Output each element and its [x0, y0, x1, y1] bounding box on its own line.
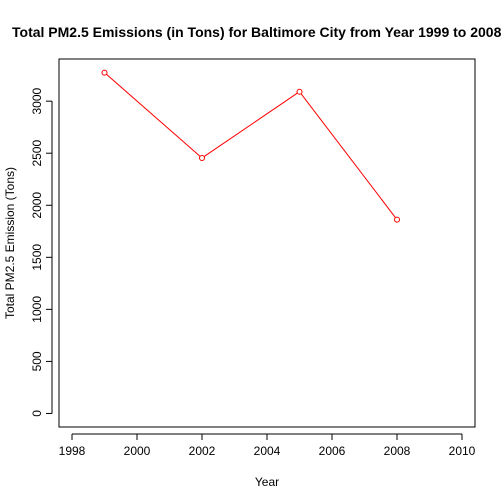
y-tick-label: 1500 [30, 244, 44, 271]
y-tick-label: 3000 [30, 87, 44, 114]
x-tick-label: 2006 [319, 444, 346, 458]
series-line-segment [300, 93, 396, 218]
x-axis-label: Year [255, 475, 279, 489]
data-point [101, 69, 108, 76]
data-point [296, 88, 303, 95]
x-tick-label: 2008 [384, 444, 411, 458]
series-line-segment [106, 73, 201, 157]
y-tick-label: 0 [30, 410, 44, 417]
plot-frame [58, 58, 476, 428]
x-tick-label: 1998 [59, 444, 86, 458]
chart-title: Total PM2.5 Emissions (in Tons) for Balt… [12, 24, 502, 40]
x-tick-label: 2000 [124, 444, 151, 458]
data-point [199, 155, 205, 162]
y-axis-label: Total PM2.5 Emission (Tons) [3, 167, 17, 319]
y-axis: 0 500 1000 1500 2000 2500 3000 [30, 87, 53, 417]
x-tick-label: 2004 [254, 444, 281, 458]
x-tick-label: 2010 [449, 444, 476, 458]
series-group [101, 69, 400, 223]
y-tick-label: 1000 [30, 296, 44, 323]
data-point [394, 216, 400, 223]
y-tick-label: 2500 [30, 140, 44, 167]
series-line-segment [203, 92, 298, 158]
y-tick-label: 2000 [30, 192, 44, 219]
x-axis: 1998 2000 2002 2004 2006 2008 2010 [59, 433, 476, 458]
x-tick-label: 2002 [189, 444, 216, 458]
y-tick-label: 500 [30, 351, 44, 371]
